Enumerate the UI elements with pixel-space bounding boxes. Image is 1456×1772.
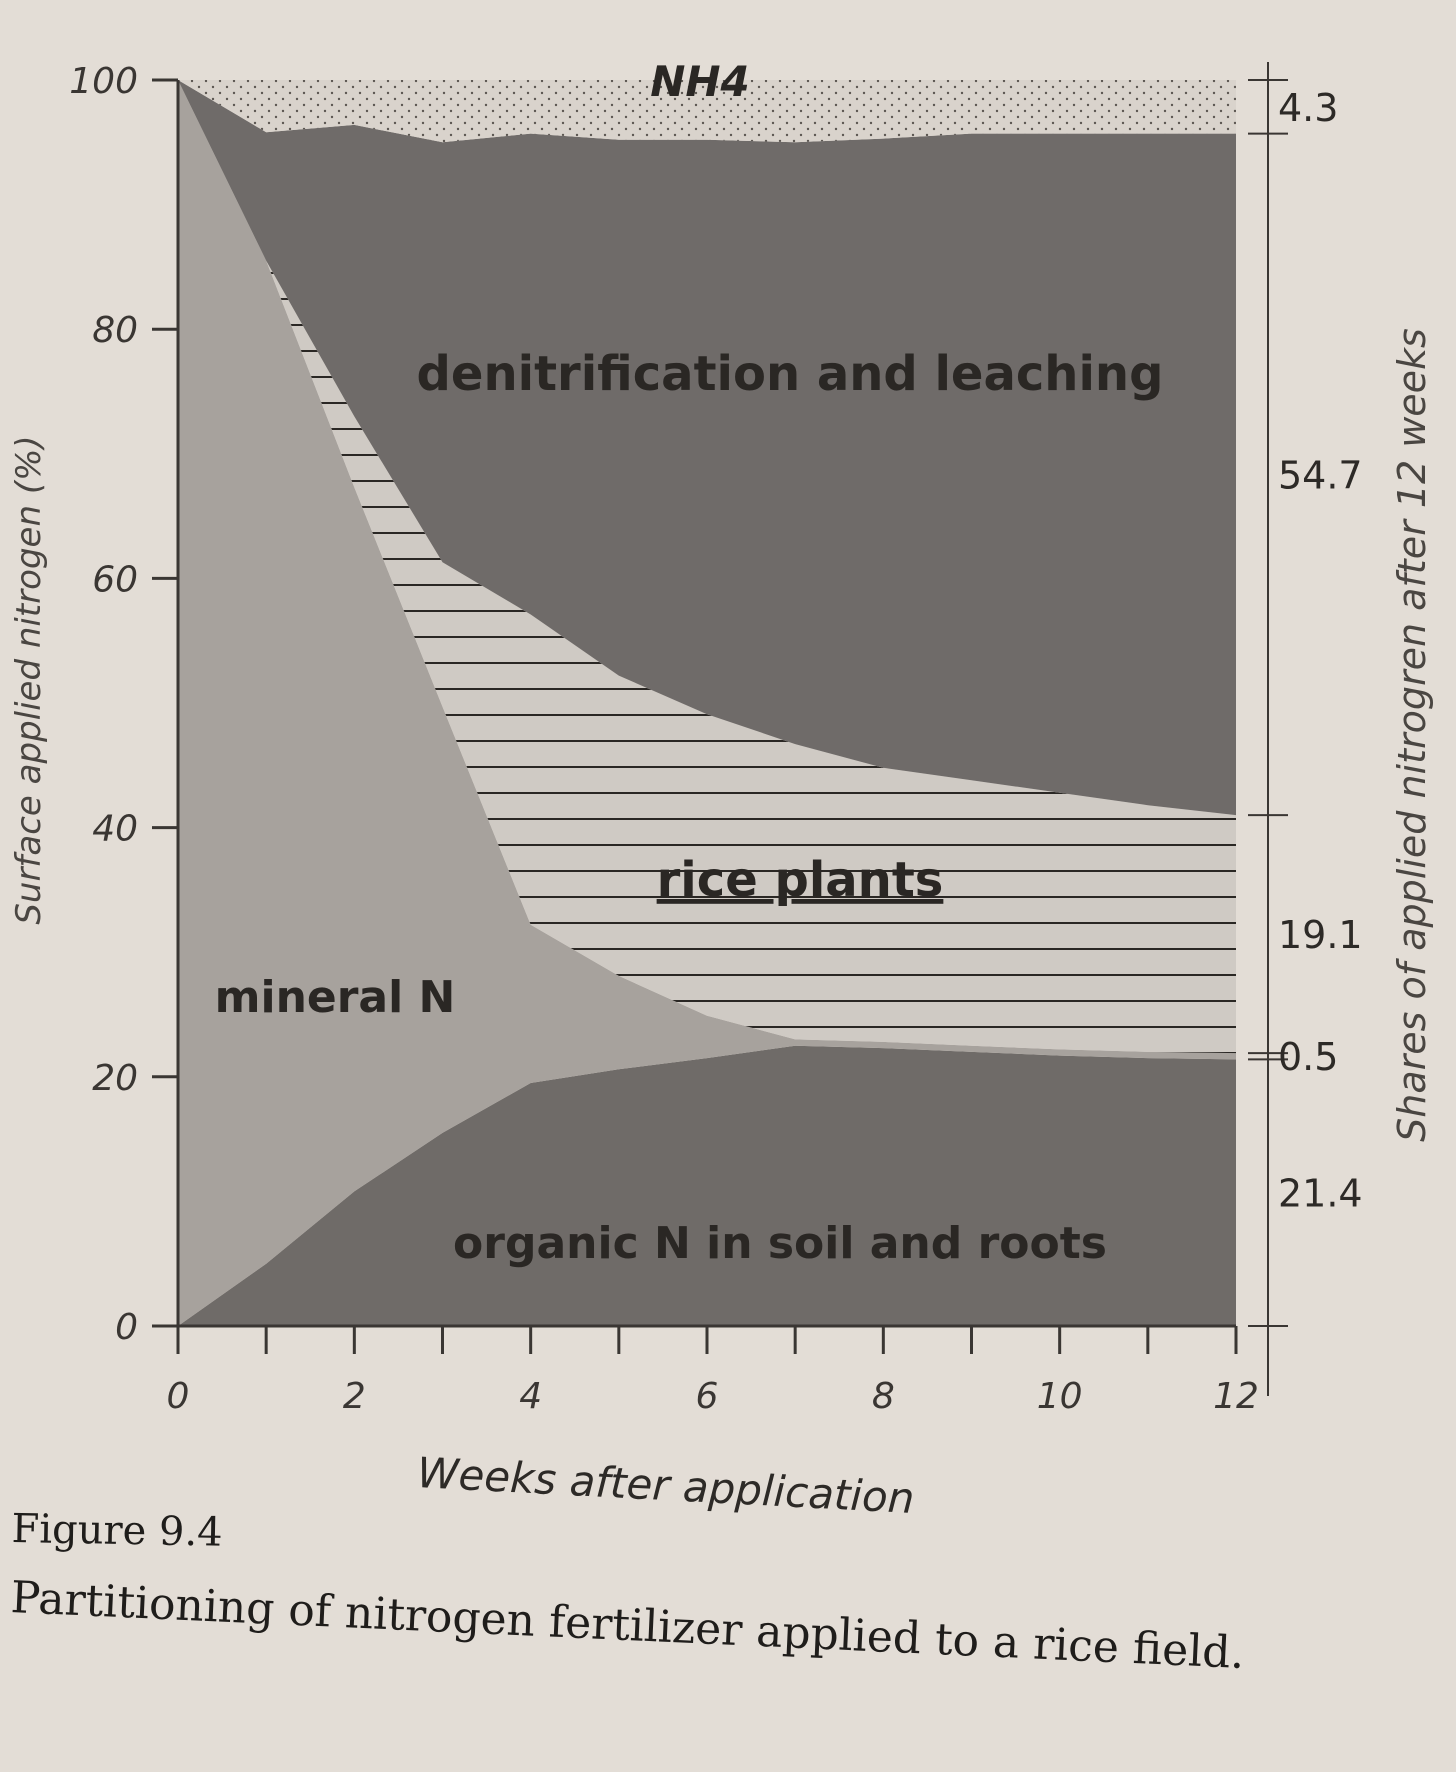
y-tick-label: 40 [92, 809, 138, 850]
share-label: 54.7 [1278, 453, 1363, 497]
y-ticks: 0 20 40 60 80 100 [69, 61, 178, 1348]
share-label: 19.1 [1278, 913, 1363, 957]
share-label: 0.5 [1278, 1035, 1338, 1079]
x-tick-label: 0 [167, 1376, 190, 1417]
share-label: 21.4 [1278, 1172, 1363, 1216]
label-mineral-n: mineral N [215, 972, 456, 1023]
x-tick-label: 10 [1037, 1376, 1083, 1417]
label-nh4: NH4 [650, 57, 750, 106]
y-axis-title: Surface applied nitrogen (%) [9, 435, 49, 924]
area-nh4 [178, 80, 1236, 143]
y-tick-label: 80 [92, 310, 138, 351]
area-layer [178, 80, 1236, 1326]
label-denitrification: denitrification and leaching [417, 346, 1164, 402]
y-tick-label: 100 [69, 61, 138, 102]
area-organic-n [178, 1045, 1236, 1326]
label-denitrification-text: denitrification and leaching [417, 346, 1164, 402]
area-mineral-n [178, 80, 1236, 1326]
x-tick-label: 12 [1213, 1376, 1259, 1417]
x-tick-label: 8 [872, 1376, 895, 1417]
y-tick-label: 60 [92, 559, 138, 600]
x-axis-title: Weeks after application [416, 1448, 916, 1523]
share-ticks: 4.3 54.7 19.1 0.5 21.4 [1248, 79, 1363, 1327]
y-tick-label: 20 [92, 1058, 138, 1099]
x-ticks: 0 2 4 6 8 10 12 [167, 1326, 1259, 1417]
label-organic-n: organic N in soil and roots [453, 1218, 1107, 1269]
x-tick-label: 6 [696, 1376, 719, 1417]
share-label: 4.3 [1278, 86, 1338, 130]
x-tick-label: 2 [343, 1376, 366, 1417]
area-denitrification [178, 80, 1236, 816]
y-tick-label: 0 [115, 1307, 138, 1348]
label-rice-plants: rice plants [657, 852, 944, 908]
area-rice-plants [178, 80, 1236, 1054]
figure-number: Figure 9.4 [11, 1506, 224, 1556]
right-axis-title: Shares of applied nitrogren after 12 wee… [1390, 328, 1434, 1142]
x-tick-label: 4 [519, 1376, 542, 1417]
